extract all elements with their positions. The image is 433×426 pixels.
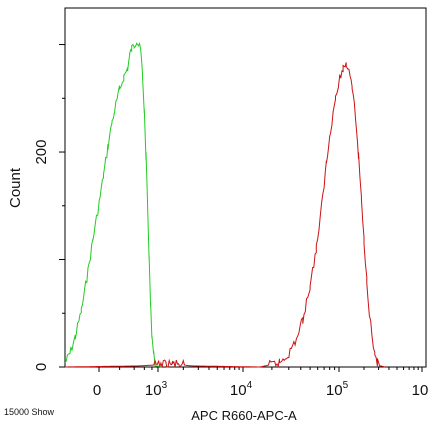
x-axis-ticks: 0 103 104 105 10 [93, 367, 429, 399]
y-tick-label: 0 [33, 363, 50, 371]
series-2-line [65, 62, 386, 368]
plot-frame [64, 7, 427, 368]
y-tick-label: 200 [33, 140, 50, 165]
series-1-line [64, 42, 162, 368]
x-tick-label: 0 [93, 382, 101, 399]
y-axis-label: Count [7, 167, 24, 208]
minor-ticks [119, 367, 419, 370]
x-tick-label: 10 [412, 382, 429, 399]
x-tick-label: 104 [230, 380, 253, 399]
y-axis-ticks: 0 200 [33, 44, 65, 371]
x-tick-label: 103 [145, 380, 168, 399]
x-axis-label: APC R660-APC-A [191, 408, 297, 423]
series-layer [64, 42, 386, 368]
x-tick-label: 105 [326, 380, 349, 399]
footnote-text: 15000 Show [4, 407, 55, 417]
